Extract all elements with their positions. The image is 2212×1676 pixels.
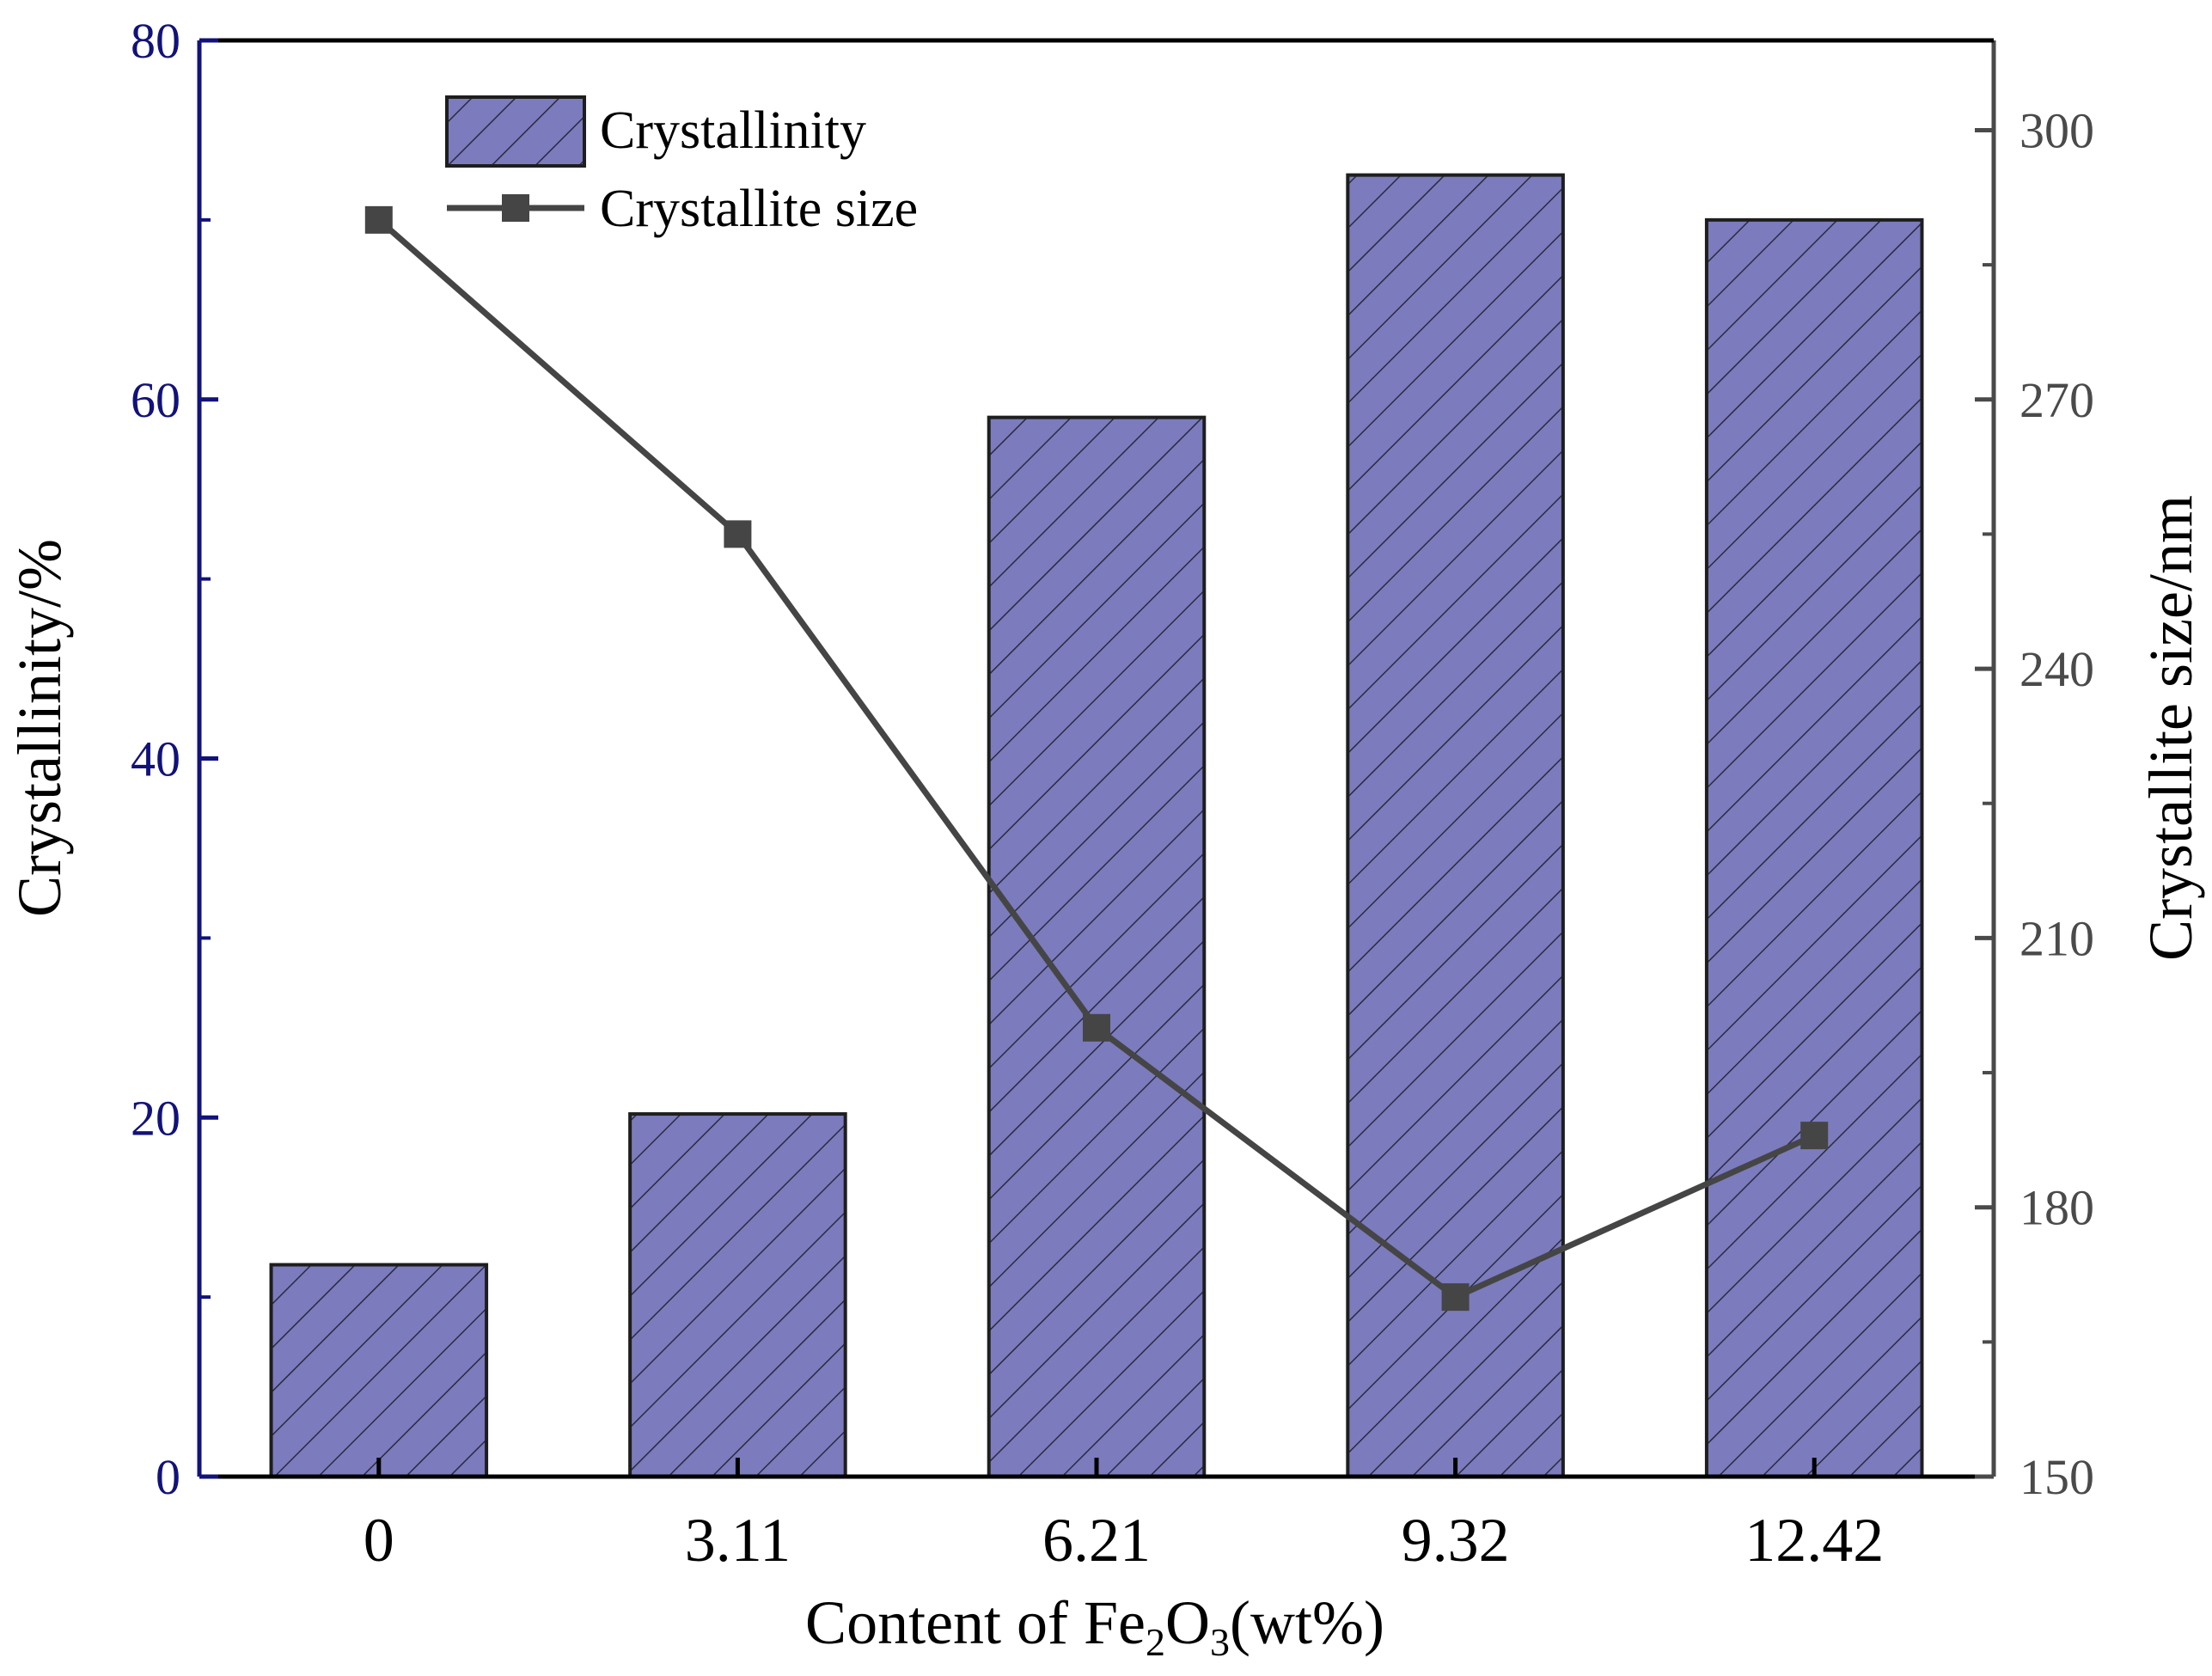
right-tick-label-2: 210 [2020, 910, 2094, 966]
x-axis-label-sub2: 3 [1210, 1620, 1230, 1664]
x-axis-label: Content of Fe2O3(wt%) [805, 1588, 1384, 1664]
right-tick-label-3: 240 [2020, 641, 2094, 697]
x-tick-label-1: 3.11 [685, 1506, 791, 1575]
line-series [364, 205, 1829, 1312]
legend: Crystallinity Crystallite size [445, 95, 918, 238]
x-axis-label-suffix: (wt%) [1230, 1588, 1384, 1657]
x-tick-label-0: 0 [364, 1506, 394, 1575]
bar-2 [987, 415, 1207, 1479]
right-tick-label-4: 270 [2020, 372, 2094, 428]
left-tick-label-2: 40 [131, 731, 180, 787]
x-axis-label-prefix: Content of Fe [805, 1588, 1146, 1657]
left-tick-label-0: 0 [156, 1449, 180, 1505]
bar-4 [1704, 217, 1924, 1478]
right-tick-label-0: 150 [2020, 1449, 2094, 1505]
x-tick-label-3: 9.32 [1402, 1506, 1510, 1575]
line-point-4 [1800, 1122, 1829, 1150]
legend-label-crystallite-size: Crystallite size [600, 180, 918, 238]
left-tick-label-4: 80 [131, 13, 180, 69]
line-point-3 [1441, 1283, 1470, 1312]
bar-1 [628, 1112, 847, 1478]
right-tick-label-1: 180 [2020, 1180, 2094, 1236]
legend-bar-swatch [445, 95, 586, 168]
y-axis-label-left: Crystallinity/% [5, 539, 74, 917]
bar-3 [1346, 173, 1565, 1478]
line-point-0 [364, 205, 393, 234]
x-axis-label-sub1: 2 [1146, 1620, 1165, 1664]
x-tick-label-2: 6.21 [1042, 1506, 1151, 1575]
line-point-2 [1083, 1013, 1110, 1042]
left-tick-label-1: 20 [131, 1090, 180, 1146]
x-tick-label-4: 12.42 [1745, 1506, 1884, 1575]
y-axis-label-right: Crystallite size/nm [2136, 495, 2205, 961]
line-point-1 [724, 520, 752, 548]
bar-series [269, 173, 1924, 1479]
ticks: 0 20 40 60 80 150 180 210 240 270 300 0 3.11 6.21 9.32… [131, 13, 2094, 1575]
left-tick-label-3: 60 [131, 372, 180, 428]
legend-line-marker [502, 194, 529, 222]
legend-label-crystallinity: Crystallinity [600, 101, 866, 160]
bar-0 [269, 1263, 489, 1478]
right-tick-label-5: 300 [2020, 102, 2094, 158]
x-axis-label-mid: O [1165, 1588, 1210, 1657]
